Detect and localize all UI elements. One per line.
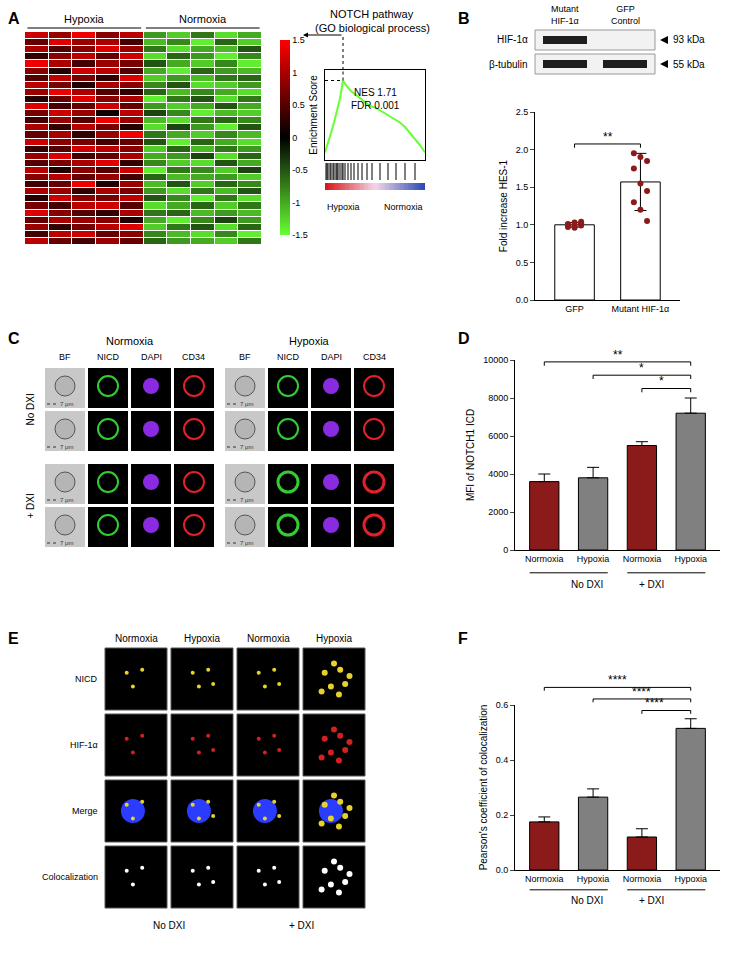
svg-text:Mutant HIF-1α: Mutant HIF-1α xyxy=(612,304,670,314)
svg-text:+ DXI: + DXI xyxy=(639,579,664,590)
svg-text:7 μm: 7 μm xyxy=(60,444,73,450)
svg-text:Normoxia: Normoxia xyxy=(525,874,564,884)
svg-text:1.5: 1.5 xyxy=(516,182,529,192)
svg-text:Hypoxia: Hypoxia xyxy=(577,554,610,564)
svg-text:Hypoxia: Hypoxia xyxy=(316,633,353,644)
svg-text:GFPControl: GFPControl xyxy=(611,4,640,26)
svg-text:7 μm: 7 μm xyxy=(240,497,253,503)
svg-text:0: 0 xyxy=(292,133,297,143)
svg-text:7 μm: 7 μm xyxy=(240,401,253,407)
svg-text:Normoxia: Normoxia xyxy=(106,335,154,347)
svg-text:+ DXI: + DXI xyxy=(289,920,314,931)
svg-text:Hypoxia: Hypoxia xyxy=(327,202,360,212)
svg-text:Normoxia: Normoxia xyxy=(623,554,662,564)
svg-text:MFI of NOTCH1 ICD: MFI of NOTCH1 ICD xyxy=(465,409,476,501)
svg-text:B: B xyxy=(458,10,470,27)
svg-text:GFP: GFP xyxy=(565,304,584,314)
svg-text:-1.5: -1.5 xyxy=(292,230,308,240)
svg-text:7 μm: 7 μm xyxy=(240,540,253,546)
svg-text:Hypoxia: Hypoxia xyxy=(674,554,707,564)
svg-text:Normoxia: Normoxia xyxy=(384,202,423,212)
svg-text:0.4: 0.4 xyxy=(496,755,509,765)
svg-text:7 μm: 7 μm xyxy=(60,540,73,546)
svg-text:Hypoxia: Hypoxia xyxy=(64,13,105,25)
svg-text:NICD: NICD xyxy=(75,674,97,684)
svg-text:+ DXI: + DXI xyxy=(639,895,664,906)
svg-text:0.5: 0.5 xyxy=(516,258,529,268)
svg-text:Normoxia: Normoxia xyxy=(115,633,158,644)
svg-text:NICD: NICD xyxy=(97,352,119,362)
svg-text:0.0: 0.0 xyxy=(516,295,529,305)
svg-text:Hypoxia: Hypoxia xyxy=(184,633,221,644)
svg-text:8000: 8000 xyxy=(488,393,508,403)
svg-text:Enrichment Score: Enrichment Score xyxy=(308,75,319,155)
svg-text:Normoxia: Normoxia xyxy=(623,874,662,884)
svg-text:No DXI: No DXI xyxy=(25,393,36,425)
svg-text:-1: -1 xyxy=(292,198,300,208)
svg-text:*: * xyxy=(639,361,644,375)
svg-text:0: 0 xyxy=(503,545,508,555)
svg-text:Normoxia: Normoxia xyxy=(525,554,564,564)
svg-text:CD34: CD34 xyxy=(363,352,386,362)
svg-text:Normoxia: Normoxia xyxy=(247,633,290,644)
svg-text:Hypoxia: Hypoxia xyxy=(577,874,610,884)
svg-text:2000: 2000 xyxy=(488,507,508,517)
svg-text:****: **** xyxy=(608,673,627,687)
svg-text:10000: 10000 xyxy=(483,355,508,365)
svg-text:A: A xyxy=(8,10,20,27)
svg-text:HIF-1α: HIF-1α xyxy=(497,34,528,45)
svg-text:Hypoxia: Hypoxia xyxy=(289,335,330,347)
svg-text:E: E xyxy=(8,630,19,647)
svg-text:1.0: 1.0 xyxy=(516,220,529,230)
svg-text:(GO biological process): (GO biological process) xyxy=(315,22,430,34)
svg-text:6000: 6000 xyxy=(488,431,508,441)
svg-text:BF: BF xyxy=(239,352,251,362)
svg-text:No DXI: No DXI xyxy=(571,895,603,906)
svg-text:Colocalization: Colocalization xyxy=(42,872,98,882)
svg-text:F: F xyxy=(458,630,468,647)
svg-text:4000: 4000 xyxy=(488,469,508,479)
svg-text:0.5: 0.5 xyxy=(292,100,305,110)
svg-text:-0.5: -0.5 xyxy=(292,165,308,175)
svg-text:7 μm: 7 μm xyxy=(240,444,253,450)
svg-text:7 μm: 7 μm xyxy=(60,497,73,503)
svg-text:Merge: Merge xyxy=(72,806,98,816)
svg-text:0.6: 0.6 xyxy=(496,700,509,710)
svg-text:CD34: CD34 xyxy=(182,352,205,362)
svg-text:2.0: 2.0 xyxy=(516,145,529,155)
svg-text:**: ** xyxy=(613,348,623,362)
svg-text:1: 1 xyxy=(292,68,297,78)
svg-text:****: **** xyxy=(632,685,651,699)
svg-text:FDR 0.001: FDR 0.001 xyxy=(351,100,400,111)
svg-text:No DXI: No DXI xyxy=(153,920,185,931)
svg-text:Fold increase HES-1: Fold increase HES-1 xyxy=(498,159,509,252)
svg-text:Pearson's coefficient of coloc: Pearson's coefficient of colocalization xyxy=(478,705,489,871)
svg-text:NES 1.71: NES 1.71 xyxy=(354,87,397,98)
svg-text:DAPI: DAPI xyxy=(321,352,342,362)
svg-text:****: **** xyxy=(645,696,664,710)
svg-text:55 kDa: 55 kDa xyxy=(673,59,705,70)
svg-text:0.2: 0.2 xyxy=(496,810,509,820)
svg-text:+ DXI: + DXI xyxy=(25,493,36,518)
svg-text:D: D xyxy=(458,330,470,347)
svg-text:0.0: 0.0 xyxy=(496,865,509,875)
svg-text:NICD: NICD xyxy=(277,352,299,362)
svg-text:No DXI: No DXI xyxy=(571,579,603,590)
svg-text:Normoxia: Normoxia xyxy=(179,13,227,25)
svg-text:BF: BF xyxy=(59,352,71,362)
svg-text:93 kDa: 93 kDa xyxy=(673,34,705,45)
svg-text:7 μm: 7 μm xyxy=(60,401,73,407)
svg-text:**: ** xyxy=(603,130,613,144)
svg-text:1.5: 1.5 xyxy=(292,35,305,45)
svg-text:HIF-1α: HIF-1α xyxy=(70,740,98,750)
svg-text:*: * xyxy=(659,374,664,388)
svg-text:β-tubulin: β-tubulin xyxy=(489,59,528,70)
svg-text:C: C xyxy=(8,330,20,347)
svg-text:MutantHIF-1α: MutantHIF-1α xyxy=(551,4,579,26)
svg-text:NOTCH pathway: NOTCH pathway xyxy=(330,8,414,20)
svg-text:2.5: 2.5 xyxy=(516,107,529,117)
svg-text:Hypoxia: Hypoxia xyxy=(674,874,707,884)
svg-text:DAPI: DAPI xyxy=(141,352,162,362)
